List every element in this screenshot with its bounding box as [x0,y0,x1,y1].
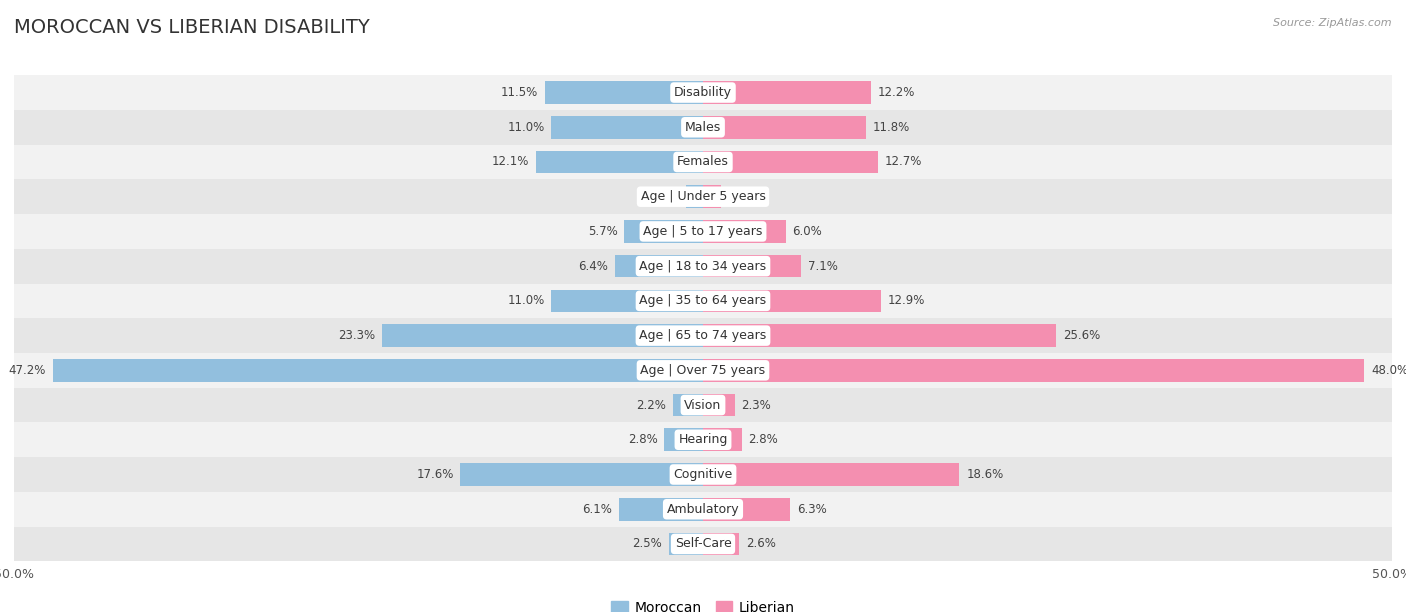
Bar [669,532,703,555]
Bar [703,116,866,138]
Text: 12.9%: 12.9% [887,294,925,307]
Legend: Moroccan, Liberian: Moroccan, Liberian [610,601,796,612]
Bar [14,214,1392,249]
Bar [703,255,801,277]
Bar [14,526,1392,561]
Text: 6.0%: 6.0% [793,225,823,238]
Bar [14,422,1392,457]
Text: 2.3%: 2.3% [741,398,772,411]
Bar [703,532,738,555]
Text: 6.4%: 6.4% [578,259,607,273]
Bar [703,185,721,208]
Text: Age | 18 to 34 years: Age | 18 to 34 years [640,259,766,273]
Text: 11.0%: 11.0% [508,294,544,307]
Text: Self-Care: Self-Care [675,537,731,550]
Text: 23.3%: 23.3% [337,329,375,342]
Text: 2.2%: 2.2% [636,398,666,411]
Text: Females: Females [678,155,728,168]
Bar [703,428,741,451]
Text: 12.1%: 12.1% [492,155,530,168]
Text: Age | 5 to 17 years: Age | 5 to 17 years [644,225,762,238]
Text: Males: Males [685,121,721,134]
Bar [52,359,703,382]
Text: 11.0%: 11.0% [508,121,544,134]
Bar [703,151,877,173]
Bar [14,110,1392,144]
Bar [672,394,703,416]
Bar [14,283,1392,318]
Bar [703,81,872,104]
Bar [14,144,1392,179]
Text: Source: ZipAtlas.com: Source: ZipAtlas.com [1274,18,1392,28]
Text: 2.5%: 2.5% [631,537,662,550]
Text: 6.3%: 6.3% [797,502,827,516]
Text: 6.1%: 6.1% [582,502,612,516]
Text: 25.6%: 25.6% [1063,329,1099,342]
Text: 11.8%: 11.8% [873,121,910,134]
Text: 7.1%: 7.1% [807,259,838,273]
Text: 1.2%: 1.2% [650,190,679,203]
Bar [544,81,703,104]
Text: 48.0%: 48.0% [1371,364,1406,377]
Text: Age | Over 75 years: Age | Over 75 years [641,364,765,377]
Text: 2.8%: 2.8% [628,433,658,446]
Bar [614,255,703,277]
Text: Age | 35 to 64 years: Age | 35 to 64 years [640,294,766,307]
Bar [14,353,1392,387]
Bar [382,324,703,347]
Text: Disability: Disability [673,86,733,99]
Bar [703,359,1364,382]
Bar [703,324,1056,347]
Text: 18.6%: 18.6% [966,468,1004,481]
Bar [665,428,703,451]
Text: 12.7%: 12.7% [884,155,922,168]
Text: 11.5%: 11.5% [501,86,537,99]
Bar [703,220,786,243]
Text: Hearing: Hearing [678,433,728,446]
Text: MOROCCAN VS LIBERIAN DISABILITY: MOROCCAN VS LIBERIAN DISABILITY [14,18,370,37]
Bar [536,151,703,173]
Bar [619,498,703,520]
Text: Age | Under 5 years: Age | Under 5 years [641,190,765,203]
Bar [686,185,703,208]
Bar [703,289,880,312]
Bar [14,318,1392,353]
Bar [14,457,1392,492]
Text: 2.6%: 2.6% [745,537,776,550]
Bar [14,492,1392,526]
Text: Age | 65 to 74 years: Age | 65 to 74 years [640,329,766,342]
Text: 47.2%: 47.2% [8,364,46,377]
Text: Ambulatory: Ambulatory [666,502,740,516]
Bar [624,220,703,243]
Bar [551,289,703,312]
Bar [703,463,959,486]
Text: Cognitive: Cognitive [673,468,733,481]
Bar [703,394,735,416]
Bar [14,179,1392,214]
Bar [14,249,1392,283]
Bar [461,463,703,486]
Text: 1.3%: 1.3% [728,190,758,203]
Bar [551,116,703,138]
Bar [14,387,1392,422]
Text: 12.2%: 12.2% [877,86,915,99]
Bar [703,498,790,520]
Text: 2.8%: 2.8% [748,433,778,446]
Text: 17.6%: 17.6% [416,468,454,481]
Text: 5.7%: 5.7% [588,225,617,238]
Text: Vision: Vision [685,398,721,411]
Bar [14,75,1392,110]
